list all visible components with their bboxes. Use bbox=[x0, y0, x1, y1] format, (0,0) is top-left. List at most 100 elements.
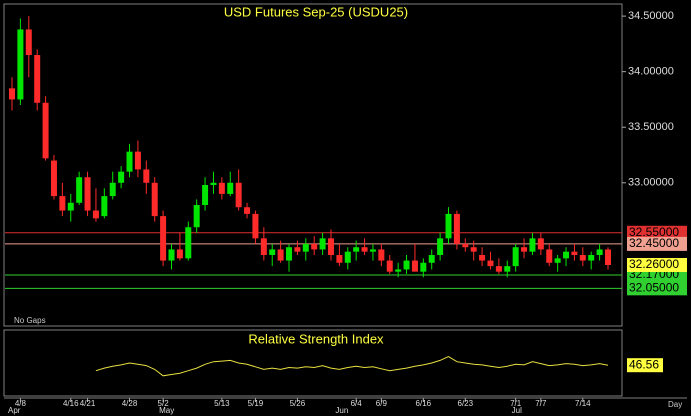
candle-body bbox=[512, 247, 519, 267]
rsi-panel bbox=[3, 329, 623, 397]
candle-body bbox=[176, 249, 183, 259]
month-label: Apr bbox=[8, 406, 21, 415]
candle-body bbox=[109, 182, 116, 197]
candle-body bbox=[17, 29, 24, 100]
y-tick-label: 33.50000 bbox=[628, 121, 674, 133]
candle-body bbox=[302, 243, 309, 252]
candle-body bbox=[151, 182, 158, 217]
y-tick-label: 34.00000 bbox=[628, 66, 674, 78]
price-line-label: 32.05000 bbox=[629, 281, 679, 295]
candle-body bbox=[462, 243, 469, 248]
rsi-box bbox=[627, 358, 663, 373]
x-tick-label: 4/16 bbox=[63, 399, 79, 408]
candle-body bbox=[227, 182, 234, 194]
candle-body bbox=[118, 171, 125, 183]
rsi-value-label: 46.56 bbox=[629, 357, 659, 371]
candle-body bbox=[428, 255, 435, 263]
candle-body bbox=[252, 213, 259, 239]
candle-body bbox=[235, 182, 242, 208]
x-tick-label: 6/4 bbox=[351, 399, 363, 408]
rsi-line bbox=[95, 356, 609, 377]
price-line-box bbox=[627, 225, 687, 240]
candle-body bbox=[563, 251, 570, 259]
candle-body bbox=[403, 260, 410, 270]
candle-body bbox=[353, 247, 360, 252]
candle-body bbox=[453, 213, 460, 244]
x-tick-label: 4/21 bbox=[80, 399, 96, 408]
x-tick-label: 6/16 bbox=[416, 399, 432, 408]
price-line-label: 32.45000 bbox=[629, 236, 679, 250]
candle-body bbox=[319, 238, 326, 250]
candle-body bbox=[101, 196, 108, 217]
last-price-label: 32.26000 bbox=[629, 257, 679, 271]
x-tick-label: 5/26 bbox=[290, 399, 306, 408]
candle-body bbox=[386, 260, 393, 272]
candle-body bbox=[92, 210, 99, 219]
candle-body bbox=[571, 251, 578, 255]
y-tick-label: 33.00000 bbox=[628, 177, 674, 189]
x-tick-label: 7/1 bbox=[510, 399, 522, 408]
candle-body bbox=[76, 177, 83, 203]
candle-body bbox=[126, 151, 133, 172]
candle-body bbox=[344, 251, 351, 263]
candle-body bbox=[34, 55, 41, 103]
month-label: Jul bbox=[512, 406, 522, 415]
candle-body bbox=[537, 238, 544, 250]
candle-body bbox=[487, 260, 494, 267]
month-label: Jun bbox=[335, 406, 348, 415]
candle-body bbox=[588, 255, 595, 261]
price-line-box bbox=[627, 236, 687, 251]
note: No Gaps bbox=[14, 316, 46, 325]
candle-body bbox=[411, 260, 418, 272]
candle-body bbox=[579, 255, 586, 261]
x-tick-label: 4/28 bbox=[122, 399, 138, 408]
candle-body bbox=[336, 255, 343, 263]
rsi-title: Relative Strength Index bbox=[248, 331, 384, 346]
candle-body bbox=[134, 151, 141, 170]
candle-body bbox=[327, 238, 334, 255]
candle-body bbox=[210, 182, 217, 185]
candle-body bbox=[42, 102, 49, 159]
chart-title: USD Futures Sep-25 (USDU25) bbox=[224, 4, 408, 19]
candle-body bbox=[504, 266, 511, 272]
candle-body bbox=[395, 269, 402, 272]
candle-body bbox=[25, 29, 32, 55]
candle-body bbox=[369, 249, 376, 252]
candle-body bbox=[361, 247, 368, 252]
candle-body bbox=[185, 227, 192, 259]
candle-body bbox=[269, 249, 276, 255]
period-label: Day bbox=[668, 400, 682, 409]
candle-body bbox=[521, 247, 528, 252]
candle-body bbox=[244, 207, 251, 214]
y-tick-label: 34.50000 bbox=[628, 10, 674, 22]
price-panel bbox=[3, 3, 623, 327]
x-tick-label: 5/19 bbox=[248, 399, 264, 408]
x-tick-label: 6/23 bbox=[458, 399, 474, 408]
month-label: May bbox=[159, 406, 174, 415]
candle-body bbox=[160, 216, 167, 261]
last-price-box bbox=[627, 258, 687, 272]
candle-body bbox=[437, 238, 444, 255]
x-tick-label: 5/2 bbox=[158, 399, 170, 408]
candle-body bbox=[67, 202, 74, 211]
candle-body bbox=[311, 243, 318, 250]
candle-body bbox=[546, 249, 553, 263]
candle-body bbox=[554, 258, 561, 263]
candle-body bbox=[193, 205, 200, 228]
candle-body bbox=[50, 160, 57, 197]
x-tick-label: 4/8 bbox=[15, 399, 27, 408]
x-tick-label: 6/9 bbox=[376, 399, 388, 408]
candle-body bbox=[294, 247, 301, 252]
candle-body bbox=[470, 247, 477, 252]
candle-body bbox=[59, 196, 66, 211]
candle-body bbox=[420, 262, 427, 272]
candle-body bbox=[495, 266, 502, 272]
candle-body bbox=[286, 247, 293, 261]
price-line-box bbox=[627, 281, 687, 296]
candle-body bbox=[84, 177, 91, 211]
candle-body bbox=[596, 249, 603, 255]
candle-body bbox=[529, 238, 536, 252]
candle-body bbox=[378, 249, 385, 261]
candle-body bbox=[143, 169, 150, 183]
